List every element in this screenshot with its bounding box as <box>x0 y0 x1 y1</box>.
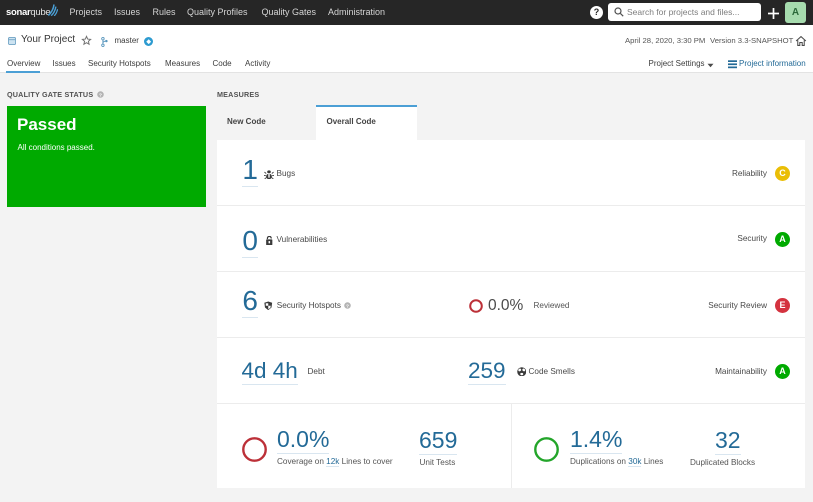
svg-text:?: ? <box>346 303 349 309</box>
svg-text:?: ? <box>99 92 102 98</box>
